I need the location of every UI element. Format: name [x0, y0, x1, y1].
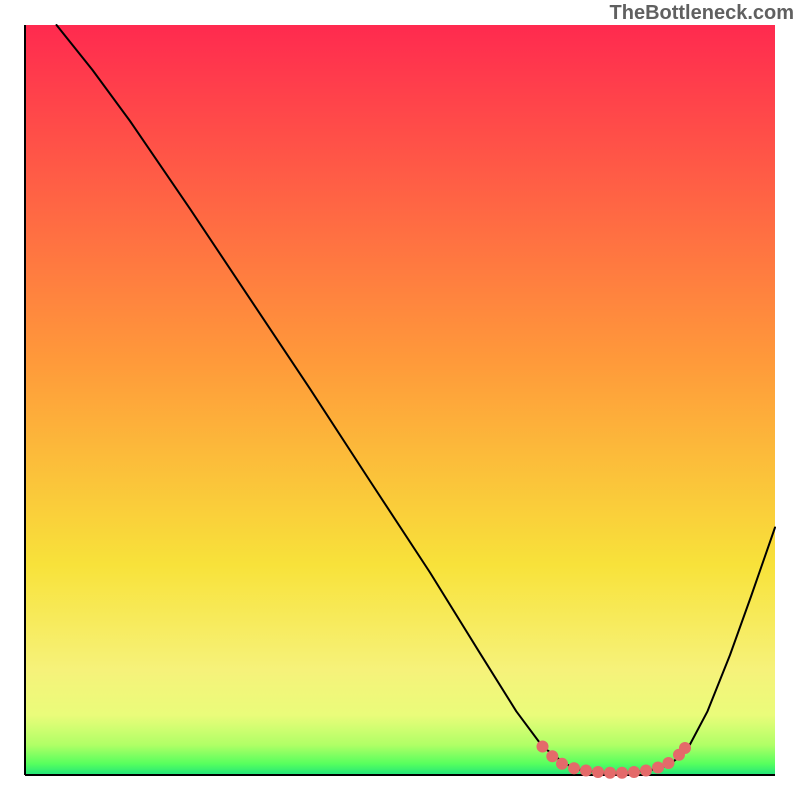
chart-container: { "attribution": { "text": "TheBottlenec… — [0, 0, 800, 800]
trough-marker — [663, 757, 675, 769]
trough-marker — [580, 765, 592, 777]
trough-marker — [537, 741, 549, 753]
trough-marker — [679, 742, 691, 754]
trough-marker — [652, 762, 664, 774]
trough-marker — [640, 765, 652, 777]
trough-marker — [592, 766, 604, 778]
trough-marker — [568, 762, 580, 774]
trough-marker — [616, 767, 628, 779]
plot-background — [25, 25, 775, 775]
trough-marker — [546, 750, 558, 762]
trough-marker — [604, 767, 616, 779]
curve-chart — [0, 0, 800, 800]
trough-marker — [556, 758, 568, 770]
trough-marker — [628, 766, 640, 778]
